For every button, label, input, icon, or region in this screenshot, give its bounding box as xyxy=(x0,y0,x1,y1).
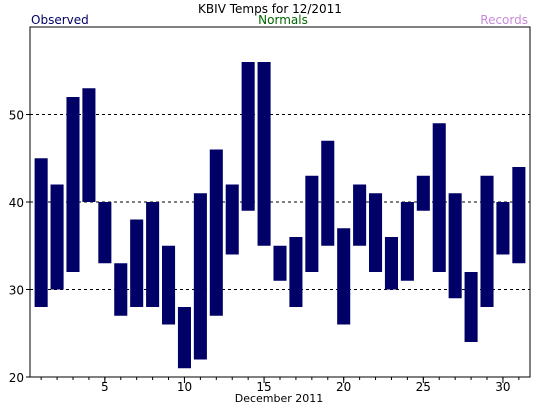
x-tick-label-30: 30 xyxy=(495,380,510,394)
y-tick-label-40: 40 xyxy=(9,196,24,210)
axes: 20 30 40 50 5 10 15 20 25 30 xyxy=(9,26,531,394)
bar-day-29 xyxy=(480,175,494,307)
bar-day-1 xyxy=(34,158,48,307)
bar-day-17 xyxy=(289,237,303,307)
bar-day-4 xyxy=(82,88,96,202)
y-tick-label-50: 50 xyxy=(9,109,24,123)
chart-title: KBIV Temps for 12/2011 xyxy=(198,2,342,16)
legend-observed: Observed xyxy=(31,13,89,27)
bar-day-18 xyxy=(305,175,319,272)
bar-day-27 xyxy=(448,193,462,299)
bar-day-26 xyxy=(432,123,446,272)
legend-records: Records xyxy=(480,13,528,27)
bar-day-7 xyxy=(130,219,144,307)
bar-day-23 xyxy=(384,237,398,290)
bars xyxy=(34,62,526,369)
bar-day-8 xyxy=(146,202,160,307)
bar-day-3 xyxy=(66,97,80,272)
bar-day-16 xyxy=(273,245,287,281)
y-tick-label-30: 30 xyxy=(9,284,24,298)
bar-day-13 xyxy=(225,184,239,255)
bar-day-22 xyxy=(369,193,383,272)
bar-day-20 xyxy=(337,228,351,325)
bar-day-14 xyxy=(241,62,255,211)
x-axis-label: December 2011 xyxy=(235,392,324,405)
gridlines xyxy=(30,114,530,290)
bar-day-19 xyxy=(321,140,335,246)
x-tick-label-10: 10 xyxy=(177,380,192,394)
bar-day-2 xyxy=(50,184,64,290)
bar-day-21 xyxy=(353,184,367,246)
bar-day-9 xyxy=(162,245,176,325)
y-tick-label-20: 20 xyxy=(9,371,24,385)
bar-day-28 xyxy=(464,272,478,342)
bar-day-5 xyxy=(98,202,112,264)
bar-day-10 xyxy=(177,307,191,369)
bar-day-30 xyxy=(496,202,510,255)
x-tick-label-20: 20 xyxy=(336,380,351,394)
x-tick-label-5: 5 xyxy=(101,380,109,394)
bar-day-12 xyxy=(209,149,223,316)
x-tick-label-15: 15 xyxy=(256,380,271,394)
bar-day-25 xyxy=(416,175,430,211)
bar-day-6 xyxy=(114,263,128,316)
bar-day-11 xyxy=(193,193,207,360)
legend-normals: Normals xyxy=(258,13,308,27)
bar-day-31 xyxy=(512,167,526,264)
bar-day-24 xyxy=(400,202,414,281)
bar-day-15 xyxy=(257,62,271,246)
x-tick-label-25: 25 xyxy=(416,380,431,394)
